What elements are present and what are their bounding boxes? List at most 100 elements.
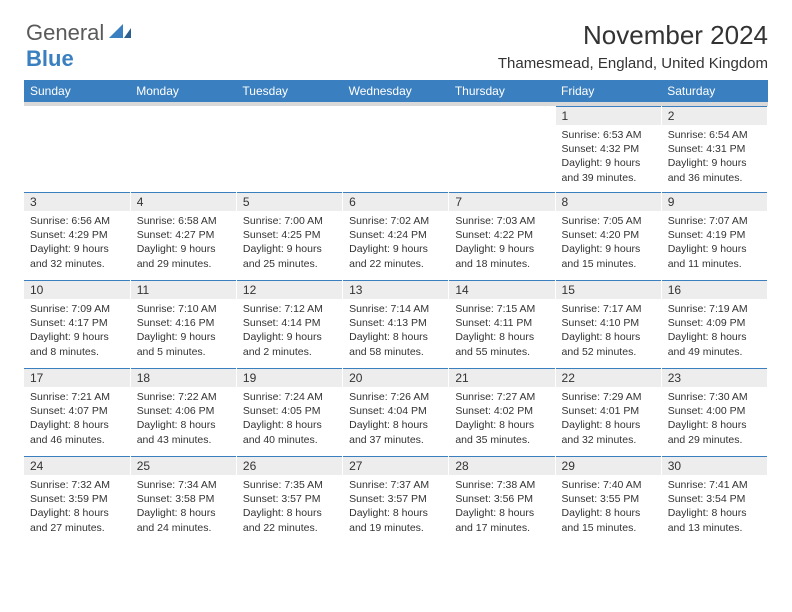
calendar-week-row: 10Sunrise: 7:09 AMSunset: 4:17 PMDayligh… (24, 280, 768, 368)
calendar-day-cell: 17Sunrise: 7:21 AMSunset: 4:07 PMDayligh… (24, 368, 130, 456)
day-number: 20 (343, 368, 448, 387)
day-info: Sunrise: 7:38 AMSunset: 3:56 PMDaylight:… (449, 475, 554, 538)
weekday-header: Saturday (661, 80, 767, 104)
day-info: Sunrise: 7:37 AMSunset: 3:57 PMDaylight:… (343, 475, 448, 538)
day-number: 12 (237, 280, 342, 299)
calendar-day-cell: 27Sunrise: 7:37 AMSunset: 3:57 PMDayligh… (343, 456, 449, 544)
calendar-day-cell: 23Sunrise: 7:30 AMSunset: 4:00 PMDayligh… (661, 368, 767, 456)
day-number: 19 (237, 368, 342, 387)
weekday-header-row: SundayMondayTuesdayWednesdayThursdayFrid… (24, 80, 768, 104)
logo: General Blue (24, 20, 131, 72)
day-number: 30 (662, 456, 767, 475)
day-info: Sunrise: 7:22 AMSunset: 4:06 PMDaylight:… (131, 387, 236, 450)
day-number: 25 (131, 456, 236, 475)
day-info: Sunrise: 7:35 AMSunset: 3:57 PMDaylight:… (237, 475, 342, 538)
calendar-body: 1Sunrise: 6:53 AMSunset: 4:32 PMDaylight… (24, 104, 768, 544)
calendar-day-cell: 6Sunrise: 7:02 AMSunset: 4:24 PMDaylight… (343, 192, 449, 280)
calendar-day-cell: 2Sunrise: 6:54 AMSunset: 4:31 PMDaylight… (661, 104, 767, 192)
calendar-day-cell: 5Sunrise: 7:00 AMSunset: 4:25 PMDaylight… (236, 192, 342, 280)
calendar-day-cell: 8Sunrise: 7:05 AMSunset: 4:20 PMDaylight… (555, 192, 661, 280)
day-number: 23 (662, 368, 767, 387)
calendar-day-cell (24, 104, 130, 192)
weekday-header: Sunday (24, 80, 130, 104)
calendar-day-cell: 18Sunrise: 7:22 AMSunset: 4:06 PMDayligh… (130, 368, 236, 456)
calendar-day-cell (343, 104, 449, 192)
day-info: Sunrise: 7:15 AMSunset: 4:11 PMDaylight:… (449, 299, 554, 362)
calendar-day-cell: 28Sunrise: 7:38 AMSunset: 3:56 PMDayligh… (449, 456, 555, 544)
calendar-day-cell: 26Sunrise: 7:35 AMSunset: 3:57 PMDayligh… (236, 456, 342, 544)
day-info: Sunrise: 7:05 AMSunset: 4:20 PMDaylight:… (556, 211, 661, 274)
day-info: Sunrise: 7:40 AMSunset: 3:55 PMDaylight:… (556, 475, 661, 538)
header: General Blue November 2024 Thamesmead, E… (24, 20, 768, 72)
day-info: Sunrise: 7:29 AMSunset: 4:01 PMDaylight:… (556, 387, 661, 450)
calendar-week-row: 1Sunrise: 6:53 AMSunset: 4:32 PMDaylight… (24, 104, 768, 192)
weekday-header: Thursday (449, 80, 555, 104)
calendar-day-cell: 10Sunrise: 7:09 AMSunset: 4:17 PMDayligh… (24, 280, 130, 368)
weekday-header: Wednesday (343, 80, 449, 104)
day-number: 18 (131, 368, 236, 387)
day-number: 7 (449, 192, 554, 211)
calendar-day-cell: 11Sunrise: 7:10 AMSunset: 4:16 PMDayligh… (130, 280, 236, 368)
day-info: Sunrise: 6:58 AMSunset: 4:27 PMDaylight:… (131, 211, 236, 274)
calendar-day-cell: 20Sunrise: 7:26 AMSunset: 4:04 PMDayligh… (343, 368, 449, 456)
day-info: Sunrise: 6:53 AMSunset: 4:32 PMDaylight:… (556, 125, 661, 188)
calendar-day-cell: 9Sunrise: 7:07 AMSunset: 4:19 PMDaylight… (661, 192, 767, 280)
day-info: Sunrise: 7:34 AMSunset: 3:58 PMDaylight:… (131, 475, 236, 538)
day-info: Sunrise: 7:03 AMSunset: 4:22 PMDaylight:… (449, 211, 554, 274)
day-number: 11 (131, 280, 236, 299)
day-number: 26 (237, 456, 342, 475)
calendar-table: SundayMondayTuesdayWednesdayThursdayFrid… (24, 80, 768, 544)
day-number: 2 (662, 106, 767, 125)
logo-text-blue: Blue (26, 46, 74, 71)
calendar-day-cell: 4Sunrise: 6:58 AMSunset: 4:27 PMDaylight… (130, 192, 236, 280)
day-number: 10 (24, 280, 130, 299)
day-info: Sunrise: 7:24 AMSunset: 4:05 PMDaylight:… (237, 387, 342, 450)
day-info: Sunrise: 7:41 AMSunset: 3:54 PMDaylight:… (662, 475, 767, 538)
calendar-day-cell: 22Sunrise: 7:29 AMSunset: 4:01 PMDayligh… (555, 368, 661, 456)
day-info: Sunrise: 7:27 AMSunset: 4:02 PMDaylight:… (449, 387, 554, 450)
weekday-header: Monday (130, 80, 236, 104)
day-number: 3 (24, 192, 130, 211)
day-number: 5 (237, 192, 342, 211)
day-info: Sunrise: 7:30 AMSunset: 4:00 PMDaylight:… (662, 387, 767, 450)
month-title: November 2024 (498, 20, 768, 51)
calendar-day-cell: 3Sunrise: 6:56 AMSunset: 4:29 PMDaylight… (24, 192, 130, 280)
calendar-day-cell (130, 104, 236, 192)
day-info: Sunrise: 7:14 AMSunset: 4:13 PMDaylight:… (343, 299, 448, 362)
calendar-day-cell: 13Sunrise: 7:14 AMSunset: 4:13 PMDayligh… (343, 280, 449, 368)
calendar-day-cell: 12Sunrise: 7:12 AMSunset: 4:14 PMDayligh… (236, 280, 342, 368)
day-info: Sunrise: 7:32 AMSunset: 3:59 PMDaylight:… (24, 475, 130, 538)
calendar-day-cell: 1Sunrise: 6:53 AMSunset: 4:32 PMDaylight… (555, 104, 661, 192)
day-number: 27 (343, 456, 448, 475)
day-info: Sunrise: 6:54 AMSunset: 4:31 PMDaylight:… (662, 125, 767, 188)
calendar-day-cell: 30Sunrise: 7:41 AMSunset: 3:54 PMDayligh… (661, 456, 767, 544)
day-number: 9 (662, 192, 767, 211)
calendar-day-cell: 7Sunrise: 7:03 AMSunset: 4:22 PMDaylight… (449, 192, 555, 280)
calendar-week-row: 3Sunrise: 6:56 AMSunset: 4:29 PMDaylight… (24, 192, 768, 280)
calendar-week-row: 17Sunrise: 7:21 AMSunset: 4:07 PMDayligh… (24, 368, 768, 456)
day-info: Sunrise: 7:02 AMSunset: 4:24 PMDaylight:… (343, 211, 448, 274)
day-number: 24 (24, 456, 130, 475)
day-info: Sunrise: 7:10 AMSunset: 4:16 PMDaylight:… (131, 299, 236, 362)
day-info: Sunrise: 7:09 AMSunset: 4:17 PMDaylight:… (24, 299, 130, 362)
calendar-day-cell: 19Sunrise: 7:24 AMSunset: 4:05 PMDayligh… (236, 368, 342, 456)
day-number: 4 (131, 192, 236, 211)
day-number: 14 (449, 280, 554, 299)
day-number: 1 (556, 106, 661, 125)
calendar-day-cell (449, 104, 555, 192)
day-info: Sunrise: 6:56 AMSunset: 4:29 PMDaylight:… (24, 211, 130, 274)
location: Thamesmead, England, United Kingdom (498, 55, 768, 72)
weekday-header: Tuesday (236, 80, 342, 104)
day-number: 16 (662, 280, 767, 299)
day-number: 28 (449, 456, 554, 475)
calendar-week-row: 24Sunrise: 7:32 AMSunset: 3:59 PMDayligh… (24, 456, 768, 544)
day-number: 21 (449, 368, 554, 387)
calendar-day-cell: 15Sunrise: 7:17 AMSunset: 4:10 PMDayligh… (555, 280, 661, 368)
calendar-day-cell: 29Sunrise: 7:40 AMSunset: 3:55 PMDayligh… (555, 456, 661, 544)
logo-sail-icon (109, 24, 131, 38)
calendar-day-cell: 16Sunrise: 7:19 AMSunset: 4:09 PMDayligh… (661, 280, 767, 368)
day-number: 8 (556, 192, 661, 211)
day-number: 6 (343, 192, 448, 211)
calendar-day-cell: 21Sunrise: 7:27 AMSunset: 4:02 PMDayligh… (449, 368, 555, 456)
logo-text-general: General (26, 20, 104, 45)
